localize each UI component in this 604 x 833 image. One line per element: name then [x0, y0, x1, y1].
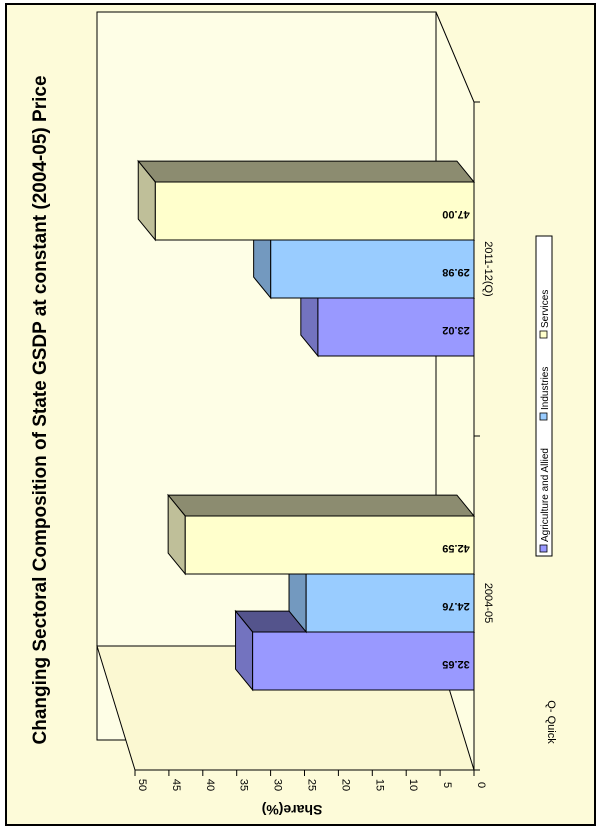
data-label: 24.76	[442, 600, 470, 612]
data-label: 47.00	[442, 208, 470, 220]
data-label: 23.02	[442, 324, 470, 336]
data-label: 29.98	[442, 266, 470, 278]
value-tick-label: 35	[238, 779, 250, 791]
value-tick-label: 10	[407, 779, 419, 791]
value-tick-label: 40	[204, 779, 216, 791]
data-labels: 32.65 24.76 42.59 23.02 29.98 47.00	[442, 208, 470, 670]
legend-swatch	[539, 412, 548, 421]
note-text: Q- Quick	[545, 700, 557, 744]
legend: Agriculture and Allied Industries Services	[535, 235, 553, 557]
legend-label: Services	[540, 290, 551, 328]
bar	[184, 515, 475, 575]
data-label: 32.65	[442, 658, 470, 670]
value-tick-label: 50	[136, 779, 148, 791]
chart-bars	[137, 159, 476, 692]
value-tick-label: 25	[306, 779, 318, 791]
category-axis-ticks: 2004-05 2011-12(Q)	[474, 101, 494, 771]
value-tick-label: 30	[272, 779, 284, 791]
bar	[252, 631, 475, 691]
value-axis-ticks: 0 5 10 15 20 25 30 35 40 45 50	[134, 770, 487, 791]
value-tick-label: 5	[441, 782, 453, 788]
value-tick-label: 0	[475, 782, 487, 788]
y-axis-label: Share(%)	[262, 802, 323, 818]
category-label: 2004-05	[482, 583, 494, 623]
bar	[317, 297, 475, 357]
value-tick-label: 15	[373, 779, 385, 791]
legend-label: Industries	[540, 367, 551, 410]
bar-side-face	[137, 160, 476, 183]
legend-swatch	[539, 330, 548, 339]
bar	[154, 181, 475, 241]
legend-label: Agriculture and Allied	[540, 448, 551, 542]
legend-swatch	[539, 544, 548, 553]
legend-box	[535, 235, 553, 557]
data-label: 42.59	[442, 542, 470, 554]
value-tick-label: 45	[170, 779, 182, 791]
bar-side-face	[167, 494, 476, 517]
bar	[270, 239, 475, 299]
chart-title: Changing Sectoral Composition of State G…	[30, 75, 51, 744]
bar	[305, 573, 475, 633]
value-tick-label: 20	[339, 779, 351, 791]
category-label: 2011-12(Q)	[482, 241, 494, 296]
